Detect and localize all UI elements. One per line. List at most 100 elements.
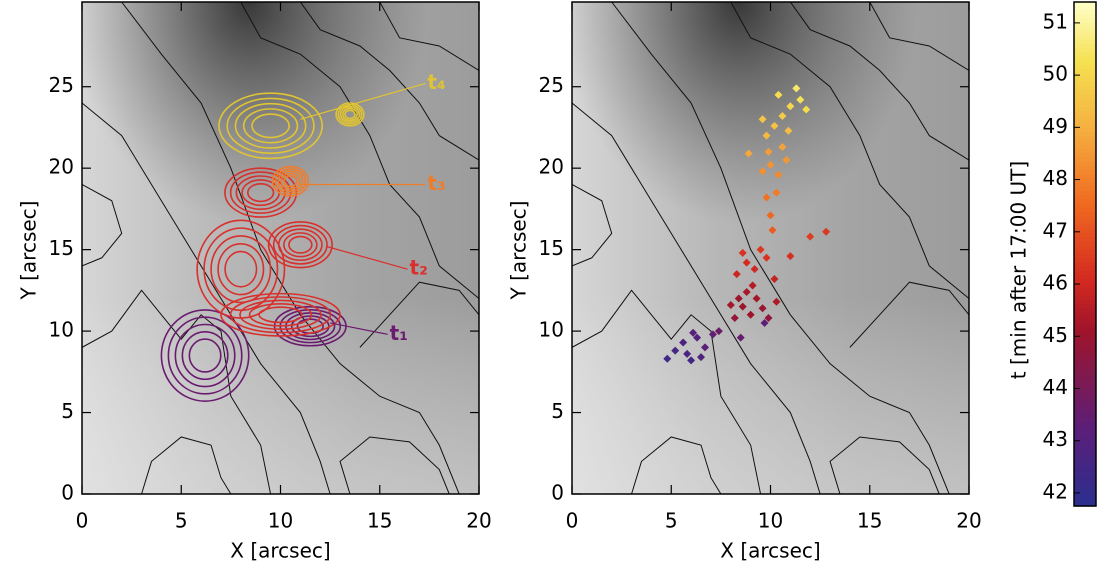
x-tick-label: 15 bbox=[857, 509, 882, 533]
colorbar-segment bbox=[1074, 128, 1096, 133]
kernel-point bbox=[778, 142, 787, 151]
colorbar-segment bbox=[1074, 405, 1096, 410]
kernel-point bbox=[752, 294, 761, 303]
kernel-contour bbox=[339, 105, 361, 123]
kernel-point bbox=[786, 102, 795, 111]
colorbar-segment bbox=[1074, 501, 1096, 507]
kernel-contour bbox=[290, 315, 330, 338]
colorbar-segment bbox=[1074, 275, 1096, 280]
colorbar-segment bbox=[1074, 493, 1096, 499]
colorbar-segment bbox=[1074, 52, 1096, 58]
kernel-contour bbox=[220, 292, 341, 337]
colorbar-segment bbox=[1074, 380, 1096, 385]
kernel-point bbox=[770, 121, 779, 130]
kernel-point bbox=[758, 304, 767, 313]
colorbar-segment bbox=[1074, 304, 1096, 310]
kernel-contour bbox=[203, 227, 279, 312]
kernel-point bbox=[772, 188, 781, 197]
kernel-contour bbox=[234, 102, 307, 149]
kernel-point bbox=[770, 274, 779, 283]
colorbar-segment bbox=[1074, 283, 1096, 289]
kernel-point bbox=[671, 346, 680, 355]
kernel-contour bbox=[246, 183, 275, 203]
colorbar-segment bbox=[1074, 111, 1096, 116]
colorbar-segment bbox=[1074, 455, 1096, 461]
colorbar-segment bbox=[1074, 94, 1096, 100]
kernel-point bbox=[778, 112, 787, 121]
colorbar-segment bbox=[1074, 132, 1096, 137]
x-tick-label: 5 bbox=[175, 509, 188, 533]
magnetic-contour bbox=[849, 281, 969, 348]
kernel-contour bbox=[344, 109, 356, 120]
colorbar-segment bbox=[1074, 23, 1096, 28]
colorbar-segment bbox=[1074, 18, 1096, 24]
colorbar-segment bbox=[1074, 161, 1096, 167]
colorbar-segment bbox=[1074, 254, 1096, 259]
y-axis-label: Y [arcsec] bbox=[17, 201, 41, 301]
leader-line bbox=[325, 245, 408, 270]
colorbar-segment bbox=[1074, 107, 1096, 112]
y-tick-label: 15 bbox=[539, 236, 564, 260]
colorbar-segment bbox=[1074, 178, 1096, 184]
background-shade bbox=[572, 2, 969, 494]
kernel-point bbox=[683, 349, 692, 358]
magnetic-contour bbox=[82, 289, 272, 494]
x-tick-label: 15 bbox=[367, 509, 392, 533]
colorbar-segment bbox=[1074, 27, 1096, 32]
kernel-point bbox=[762, 193, 771, 202]
colorbar-segment bbox=[1074, 157, 1096, 163]
kernel-point bbox=[762, 131, 771, 140]
colorbar-segment bbox=[1074, 375, 1096, 381]
y-tick-label: 0 bbox=[61, 481, 74, 505]
x-tick-label: 20 bbox=[466, 509, 491, 533]
kernel-point bbox=[679, 338, 688, 347]
kernel-point bbox=[738, 302, 747, 311]
colorbar-segment bbox=[1074, 451, 1096, 457]
magnetic-contour bbox=[141, 436, 232, 494]
colorbar-segment bbox=[1074, 459, 1096, 465]
x-tick-label: 10 bbox=[758, 509, 783, 533]
kernel-point bbox=[732, 270, 741, 279]
y-tick-label: 10 bbox=[49, 318, 74, 342]
colorbar-segment bbox=[1074, 388, 1096, 394]
colorbar-segment bbox=[1074, 228, 1096, 234]
kernel-contour bbox=[174, 323, 236, 388]
colorbar-segment bbox=[1074, 291, 1096, 297]
colorbar-segment bbox=[1074, 56, 1096, 62]
kernel-point bbox=[697, 353, 706, 362]
y-tick-label: 20 bbox=[539, 155, 564, 179]
colorbar-segment bbox=[1074, 308, 1096, 314]
colorbar-segment bbox=[1074, 497, 1096, 503]
colorbar-segment bbox=[1074, 237, 1096, 242]
x-tick-label: 5 bbox=[665, 509, 678, 533]
colorbar-segment bbox=[1074, 396, 1096, 402]
kernel-point bbox=[766, 211, 775, 220]
kernel-contour bbox=[267, 221, 333, 269]
plot-area bbox=[82, 2, 479, 494]
kernel-point bbox=[714, 327, 723, 336]
kernel-label: t₁ bbox=[390, 321, 408, 345]
colorbar-tick-label: 42 bbox=[1043, 479, 1068, 503]
kernel-point bbox=[746, 310, 755, 319]
colorbar-segment bbox=[1074, 296, 1096, 301]
kernel-contour bbox=[160, 309, 250, 402]
colorbar-tick-label: 44 bbox=[1043, 375, 1068, 399]
colorbar-segment bbox=[1074, 186, 1096, 192]
colorbar-segment bbox=[1074, 321, 1096, 326]
magnetic-contour bbox=[631, 436, 722, 494]
kernel-label: t₂ bbox=[410, 256, 428, 280]
kernel-point bbox=[796, 95, 805, 104]
colorbar-segment bbox=[1074, 31, 1096, 37]
magnetic-contour bbox=[730, 2, 969, 299]
magnetic-contour bbox=[339, 436, 450, 494]
colorbar-tick-label: 51 bbox=[1043, 9, 1068, 33]
kernel-point bbox=[774, 170, 783, 179]
kernel-point bbox=[738, 248, 747, 257]
x-axis-label: X [arcsec] bbox=[230, 539, 330, 563]
kernel-point bbox=[663, 354, 672, 363]
kernel-point bbox=[748, 281, 757, 290]
colorbar-segment bbox=[1074, 77, 1096, 83]
colorbar-tick-label: 46 bbox=[1043, 271, 1068, 295]
leader-line bbox=[330, 322, 388, 335]
